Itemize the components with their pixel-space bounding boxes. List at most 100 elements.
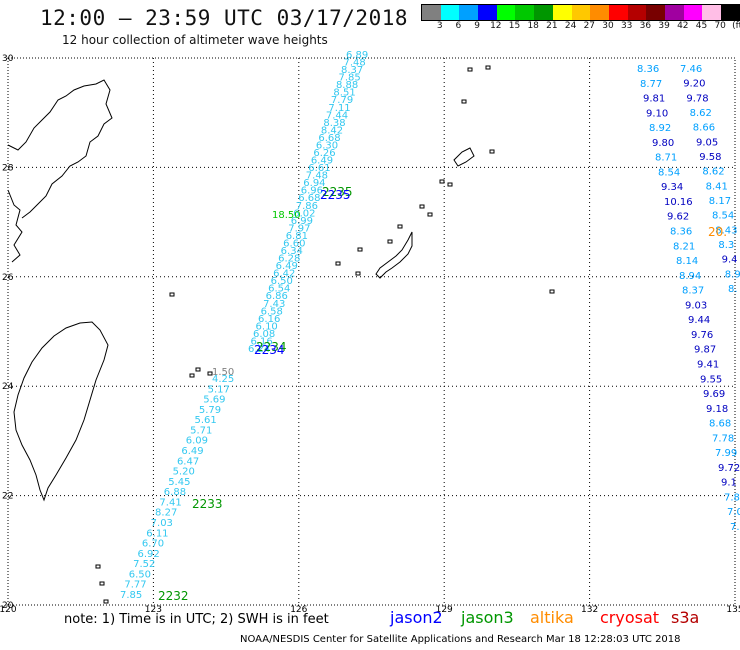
small-island — [397, 224, 403, 229]
wave-height-value: 9.03 — [685, 300, 707, 311]
wave-height-value: 6.34 — [281, 246, 303, 257]
legend-swatch — [534, 5, 553, 20]
small-island — [549, 289, 555, 294]
legend-swatch — [515, 5, 535, 20]
small-island — [189, 373, 195, 378]
wave-height-value: 9.05 — [696, 137, 718, 148]
wave-height-value: 7.78 — [712, 433, 734, 444]
lon-label: 126 — [290, 605, 307, 615]
wave-height-value: 6.88 — [164, 487, 186, 498]
wave-height-value: 8.88 — [336, 80, 358, 91]
wave-height-value: 1.50 — [212, 367, 234, 378]
wave-height-value: 6.16 — [258, 314, 280, 325]
wave-height-value: 9.10 — [646, 108, 668, 119]
legend-label: 33 — [620, 21, 633, 31]
small-island — [461, 99, 467, 104]
wave-height-value: 6.96 — [301, 186, 323, 197]
wave-height-value: 6.92 — [138, 549, 160, 560]
small-island — [207, 371, 213, 376]
small-island — [489, 149, 495, 154]
wave-height-value: 6.86 — [266, 291, 288, 302]
legend-swatch — [646, 5, 665, 20]
legend-label: 36 — [639, 21, 652, 31]
taiwan-coastline — [13, 321, 109, 502]
wave-height-value: 9.69 — [703, 389, 725, 400]
wave-height-value: 9.58 — [699, 152, 721, 163]
legend-label: 24 — [564, 21, 577, 31]
wave-height-value: 8.9 — [725, 269, 740, 280]
wave-height-value: 5.71 — [190, 425, 212, 436]
wave-height-value: 9.1 — [721, 478, 737, 489]
wave-height-value: 5.45 — [168, 477, 190, 488]
legend-swatch — [459, 5, 479, 20]
lon-label: 123 — [145, 605, 162, 615]
wave-height-value: 7.79 — [331, 95, 353, 106]
small-island — [439, 179, 445, 184]
satellite-name: jason2 — [390, 608, 443, 627]
wave-height-value: 8.66 — [693, 123, 715, 134]
lat-label: 20 — [2, 601, 14, 611]
okinawa-coastline — [375, 231, 413, 279]
track-time-label: 2234 — [254, 343, 285, 357]
wave-height-value: 5.69 — [203, 395, 225, 406]
small-island — [357, 247, 363, 252]
wave-height-value: 7.03 — [151, 518, 173, 529]
map-title: 12:00 – 23:59 UTC 03/17/2018 — [40, 6, 409, 30]
legend-label: 45 — [695, 21, 708, 31]
wave-height-value: 9.76 — [691, 330, 713, 341]
wave-height-value: 6.24 — [248, 344, 270, 355]
lon-label: 132 — [581, 605, 598, 615]
wave-height-value: 8.94 — [679, 271, 701, 282]
lat-label: 24 — [2, 382, 14, 392]
wave-height-value: 6.10 — [256, 321, 278, 332]
legend-swatch — [571, 5, 591, 20]
wave-height-value: 7. — [730, 522, 740, 533]
map-frame — [7, 57, 736, 606]
wave-height-value: 20. — [708, 225, 727, 239]
small-island — [95, 564, 101, 569]
legend-swatch — [440, 5, 460, 20]
wave-height-value: 7.86 — [296, 201, 318, 212]
small-island — [335, 261, 341, 266]
small-island — [355, 271, 361, 276]
wave-height-value: 5.20 — [173, 467, 195, 478]
satellite-name: cryosat — [600, 608, 660, 627]
wave-height-value: 6.50 — [129, 569, 151, 580]
wave-height-value: 9.18 — [706, 404, 728, 415]
small-island — [195, 367, 201, 372]
map-subtitle: 12 hour collection of altimeter wave hei… — [62, 33, 328, 47]
lon-label: 135 — [726, 605, 740, 615]
wave-height-value: 9.81 — [643, 94, 665, 105]
legend-swatch — [552, 5, 572, 20]
coastlines — [7, 65, 555, 604]
wave-height-value: 7.46 — [680, 64, 702, 75]
wave-height-value: 8.62 — [702, 167, 724, 178]
small-island — [387, 239, 393, 244]
wave-height-value: 6.49 — [311, 156, 333, 167]
wave-height-value: 8.21 — [673, 241, 695, 252]
wave-height-value: 6.09 — [186, 436, 208, 447]
wave-height-value: 6.02 — [293, 208, 315, 219]
track-time-label: 2235 — [320, 188, 351, 202]
altimeter-tracks: 4.255.175.695.795.615.716.096.496.475.20… — [120, 50, 740, 603]
wave-height-value: 18.50 — [272, 210, 301, 221]
legend-label: 15 — [508, 21, 521, 31]
wave-height-value: 6.58 — [261, 306, 283, 317]
wave-height-value: 8.43 — [715, 225, 737, 236]
track-time-label: 2232 — [158, 589, 189, 603]
wave-height-value: 7.41 — [159, 497, 181, 508]
wave-height-value: 7.44 — [326, 110, 348, 121]
wave-height-value: 9.80 — [652, 138, 674, 149]
wave-height-value: 7.85 — [120, 590, 142, 601]
wave-height-value: 8.51 — [333, 88, 355, 99]
wave-height-value: 9.62 — [667, 212, 689, 223]
legend-label: 12 — [490, 21, 502, 31]
legend-swatch — [702, 5, 721, 20]
wave-height-value: 6.68 — [318, 133, 340, 144]
lat-label: 30 — [2, 54, 14, 64]
wave-height-value: 10.16 — [664, 197, 693, 208]
wave-height-value: 8.42 — [321, 125, 343, 136]
china-coastline — [7, 79, 113, 263]
small-island — [169, 292, 175, 297]
small-island — [467, 67, 473, 72]
